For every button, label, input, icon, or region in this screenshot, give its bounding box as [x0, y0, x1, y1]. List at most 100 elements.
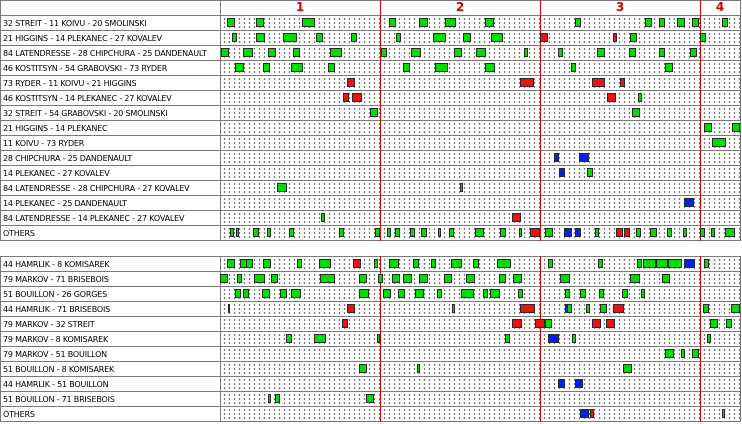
shift-even [263, 63, 270, 72]
shift-even [316, 33, 323, 42]
period-divider [700, 256, 701, 422]
row-label: OTHERS [3, 229, 35, 238]
shift-even [359, 289, 369, 298]
shift-even [437, 289, 442, 298]
shift-even [692, 349, 699, 358]
shift-even [485, 18, 494, 27]
shift-even [595, 228, 599, 237]
shift-even [452, 304, 455, 313]
shift-even [293, 48, 300, 57]
shift-for-goal [535, 319, 545, 328]
shift-even [228, 304, 230, 313]
shift-even [366, 394, 374, 403]
row-label: 44 HAMRLIK - 8 KOMISAREK [3, 260, 110, 269]
shift-even [433, 33, 446, 42]
shift-even [659, 48, 665, 57]
row-label: 21 HIGGINS - 14 PLEKANEC [3, 124, 108, 133]
tick-dots [222, 166, 740, 179]
tick-dots [222, 121, 740, 134]
shift-even [545, 228, 553, 237]
shift-even [632, 108, 640, 117]
shift-even [370, 108, 378, 117]
shift-for-goal [540, 33, 548, 42]
shift-even [280, 289, 287, 298]
shift-even [638, 93, 642, 102]
shift-even [227, 18, 235, 27]
shift-for-goal [613, 33, 617, 42]
shift-for-goal [530, 228, 540, 237]
shift-even [320, 274, 335, 283]
shift-even [246, 259, 253, 268]
shift-even [253, 228, 259, 237]
shift-even [665, 349, 674, 358]
shift-even [518, 289, 523, 298]
shift-even [314, 334, 326, 343]
shift-even [263, 259, 271, 268]
shift-even [677, 18, 685, 27]
tick-dots [222, 407, 740, 420]
shift-even [451, 259, 462, 268]
shift-even [256, 18, 264, 27]
tick-dots [222, 302, 740, 315]
shift-even [235, 289, 241, 298]
shift-for-goal [592, 319, 601, 328]
period-divider [380, 0, 381, 241]
row-divider [0, 225, 741, 226]
period-4-label: 4 [715, 0, 725, 14]
row-divider [0, 120, 741, 121]
shift-even [722, 18, 728, 27]
frame-right [740, 256, 741, 422]
shift-even [513, 274, 522, 283]
shift-against-goal [684, 198, 694, 207]
shift-even [519, 228, 522, 237]
shift-even [243, 289, 249, 298]
shift-even [683, 228, 687, 237]
shift-for-goal [512, 213, 521, 222]
shift-even [289, 228, 294, 237]
row-label: OTHERS [3, 410, 35, 419]
shift-even [623, 364, 632, 373]
shift-even [302, 18, 315, 27]
shift-even [597, 48, 605, 57]
shift-even [650, 228, 657, 237]
tick-dots [222, 106, 740, 119]
label-divider [220, 256, 221, 422]
row-label: 51 BOUILLON - 8 KOMISAREK [3, 365, 115, 374]
shift-even [220, 274, 228, 283]
tick-dots [222, 317, 740, 330]
shift-even [413, 259, 419, 268]
shift-even [395, 228, 400, 237]
shift-even [629, 48, 636, 57]
shift-even [692, 18, 699, 27]
row-divider [0, 240, 741, 241]
shift-against-goal [564, 228, 572, 237]
shift-even [387, 228, 391, 237]
row-label: 79 MARKOV - 8 KOMISAREK [3, 335, 109, 344]
shift-even [622, 289, 628, 298]
shift-against-goal [558, 379, 565, 388]
shift-for-goal [520, 78, 534, 87]
shift-even [438, 228, 441, 237]
shift-even [659, 18, 665, 27]
shift-for-goal [620, 78, 625, 87]
frame-left [0, 15, 1, 241]
row-label: 14 PLEKANEC - 27 KOVALEV [3, 169, 110, 178]
shift-even [703, 304, 709, 313]
shift-even [243, 48, 253, 57]
shift-against-goal [559, 168, 565, 177]
shift-even [545, 319, 552, 328]
shift-even [463, 33, 471, 42]
row-divider [0, 391, 741, 392]
shift-even [419, 274, 428, 283]
shift-even [499, 274, 506, 283]
row-label: 51 BOUILLON - 71 BRISEBOIS [3, 395, 115, 404]
shift-even [668, 259, 682, 268]
shift-even [732, 123, 740, 132]
shift-even [500, 228, 506, 237]
shift-even [291, 63, 303, 72]
shift-even [565, 289, 570, 298]
row-divider [0, 406, 741, 407]
shift-even [667, 228, 672, 237]
shift-even [359, 364, 367, 373]
shift-even [575, 18, 581, 27]
